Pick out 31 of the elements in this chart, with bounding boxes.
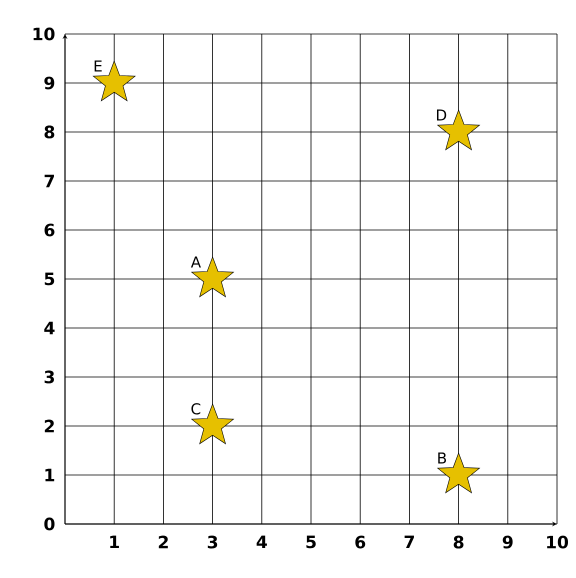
- x-tick-label: 5: [306, 536, 316, 548]
- y-tick-label: 1: [45, 468, 54, 482]
- y-tick-label: 4: [44, 322, 55, 334]
- y-tick-label: 10: [34, 28, 55, 40]
- x-tick-label: 2: [158, 536, 168, 548]
- annotation: B: [438, 452, 446, 464]
- point: [191, 404, 234, 444]
- annotation: E: [94, 60, 102, 72]
- x-tick-label: 6: [355, 536, 366, 548]
- y-tick-label: 0: [44, 518, 55, 530]
- annotation: A: [190, 256, 201, 268]
- x-tick-label: 10: [547, 536, 568, 549]
- y-tick-label: 9: [44, 76, 54, 90]
- x-tick-label: 7: [404, 536, 414, 548]
- y-tick-label: 8: [44, 126, 54, 138]
- annotation: D: [436, 110, 446, 120]
- y-tick-label: 2: [44, 420, 54, 432]
- point: [92, 60, 136, 102]
- y-tick-label: 3: [44, 370, 54, 384]
- point: [437, 452, 480, 494]
- x-tick-label: 1: [110, 536, 119, 548]
- x-tick-label: 8: [454, 536, 464, 549]
- x-tick-label: 4: [256, 536, 267, 548]
- y-tick-label: 6: [44, 224, 54, 236]
- point: [191, 256, 234, 298]
- annotation: C: [191, 403, 200, 414]
- point: [437, 110, 480, 150]
- y-tick-label: 5: [44, 272, 54, 286]
- y-tick-label: 7: [44, 174, 54, 188]
- x-tick-label: 9: [502, 536, 513, 548]
- x-tick-label: 3: [208, 536, 218, 549]
